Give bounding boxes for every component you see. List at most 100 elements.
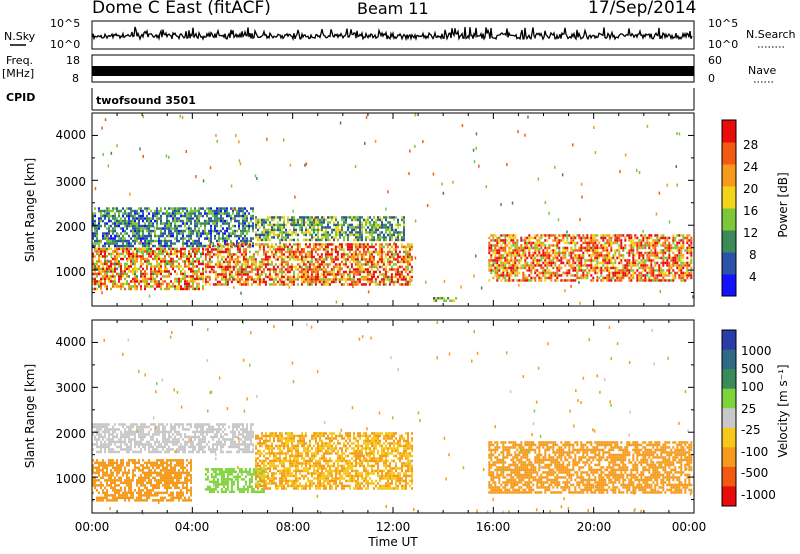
noise-speck bbox=[414, 219, 417, 223]
noise-speck bbox=[512, 269, 514, 273]
noise-speck bbox=[238, 159, 241, 163]
noise-speck bbox=[154, 425, 157, 429]
noise-speck bbox=[563, 497, 565, 501]
noise-speck bbox=[624, 153, 627, 157]
noise-speck bbox=[619, 170, 621, 174]
beam-label: Beam 11 bbox=[357, 0, 429, 18]
noise-speck bbox=[288, 285, 291, 289]
noise-speck bbox=[234, 208, 237, 212]
nsky-tick-bottom: 10^0 bbox=[50, 38, 80, 51]
power-panel: Slant Range [km] 4000 3000 2000 1000 Pow… bbox=[23, 112, 790, 307]
power-cbar-swatch bbox=[722, 252, 736, 275]
power-colorbar bbox=[721, 119, 737, 297]
noise-speck bbox=[313, 216, 316, 220]
noise-speck bbox=[392, 416, 394, 420]
noise-speck bbox=[448, 453, 450, 457]
noise-speck bbox=[461, 124, 464, 128]
noise-speck bbox=[98, 253, 100, 257]
freq-panel: Freq. [MHz] 18 8 60 0 Nave bbox=[2, 54, 776, 85]
noise-speck bbox=[425, 280, 427, 284]
noise-speck bbox=[616, 342, 619, 346]
noise-speck bbox=[689, 492, 692, 496]
noise-speck bbox=[152, 416, 155, 420]
noise-speck bbox=[684, 448, 687, 452]
noise-speck bbox=[279, 241, 281, 245]
noise-speck bbox=[306, 323, 308, 327]
noise-speck bbox=[237, 436, 240, 440]
noise-speck bbox=[676, 132, 678, 136]
noise-speck bbox=[140, 250, 143, 254]
noise-speck bbox=[443, 279, 446, 283]
noise-speck bbox=[655, 212, 658, 216]
noise-speck bbox=[596, 275, 598, 279]
noise-speck bbox=[215, 457, 217, 461]
noise-speck bbox=[509, 390, 512, 394]
xtick-2: 08:00 bbox=[276, 520, 311, 534]
nsky-frame bbox=[91, 20, 695, 50]
noise-speck bbox=[544, 201, 547, 205]
noise-speck bbox=[578, 467, 580, 471]
scatter-region-3 bbox=[255, 216, 405, 242]
noise-speck bbox=[139, 147, 141, 151]
noise-speck bbox=[171, 331, 173, 334]
noise-speck bbox=[579, 301, 581, 305]
power-cbar-tick-12: 12 bbox=[743, 226, 758, 240]
noise-speck bbox=[215, 452, 217, 456]
noise-speck bbox=[638, 171, 641, 174]
nsky-right-tick-top: 10^5 bbox=[708, 17, 738, 30]
noise-speck bbox=[142, 154, 144, 158]
noise-speck bbox=[445, 477, 447, 481]
noise-speck bbox=[242, 358, 245, 362]
station-title: Dome C East (fitACF) bbox=[92, 0, 271, 18]
power-ytick-3000: 3000 bbox=[55, 175, 86, 189]
noise-speck bbox=[213, 484, 215, 488]
noise-speck bbox=[582, 376, 585, 380]
noise-speck bbox=[441, 182, 443, 186]
noise-speck bbox=[443, 436, 446, 440]
velocity-cbar-frame bbox=[721, 329, 737, 507]
noise-speck bbox=[335, 300, 338, 304]
noise-speck bbox=[471, 359, 473, 363]
noise-speck bbox=[161, 378, 164, 382]
noise-speck bbox=[517, 130, 519, 134]
noise-speck bbox=[316, 370, 319, 374]
noise-speck bbox=[361, 335, 364, 339]
scatter-region-2 bbox=[204, 243, 413, 286]
xtick-6: 00:00 bbox=[672, 520, 707, 534]
noise-speck bbox=[560, 505, 563, 509]
noise-speck bbox=[273, 324, 275, 328]
velocity-cbar-swatch bbox=[722, 408, 736, 429]
noise-speck bbox=[206, 359, 209, 363]
noise-speck bbox=[104, 118, 107, 122]
power-cbar-swatch bbox=[722, 164, 736, 187]
noise-speck bbox=[502, 510, 504, 514]
nave-tick-bottom: 0 bbox=[708, 72, 715, 85]
noise-speck bbox=[374, 139, 377, 143]
nave-tick-top: 60 bbox=[708, 54, 722, 67]
noise-speck bbox=[340, 428, 343, 432]
noise-speck bbox=[367, 290, 370, 294]
noise-speck bbox=[524, 133, 526, 137]
noise-speck bbox=[164, 265, 167, 269]
noise-speck bbox=[252, 444, 255, 448]
noise-speck bbox=[180, 405, 183, 409]
noise-speck bbox=[411, 278, 413, 282]
noise-speck bbox=[690, 244, 693, 248]
noise-speck bbox=[462, 466, 465, 470]
noise-speck bbox=[94, 187, 97, 191]
velocity-cbar-tick-25: 25 bbox=[741, 402, 756, 416]
power-cbar-swatch bbox=[722, 274, 736, 297]
noise-speck bbox=[628, 433, 630, 437]
noise-speck bbox=[452, 180, 454, 184]
velocity-cbar-tick-neg25: -25 bbox=[741, 423, 761, 437]
power-cbar-tick-16: 16 bbox=[743, 204, 758, 218]
noise-speck bbox=[657, 489, 659, 493]
noise-speck bbox=[500, 203, 502, 207]
noise-speck bbox=[486, 510, 489, 513]
noise-speck bbox=[387, 190, 389, 194]
noise-speck bbox=[593, 429, 596, 433]
noise-speck bbox=[460, 285, 462, 289]
velocity-cbar-swatch bbox=[722, 349, 736, 370]
noise-speck bbox=[633, 491, 635, 495]
power-cbar-swatch bbox=[722, 142, 736, 165]
